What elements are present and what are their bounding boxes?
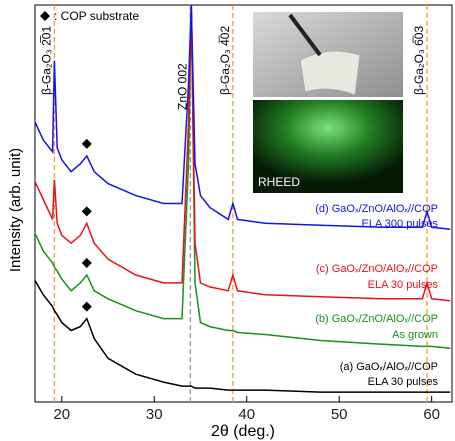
- x-tick-label: 50: [331, 406, 348, 423]
- series-sublabel: ELA 30 pulses: [368, 279, 439, 291]
- x-tick-label: 20: [53, 406, 70, 423]
- legend-diamond: [40, 11, 50, 21]
- series-label: (d) GaOₓ/ZnO/AlOₓ//COP: [315, 203, 438, 215]
- series-label: (a) GaOₓ/AlOₓ//COP: [340, 361, 438, 373]
- series-sublabel: ELA 300 pulses: [362, 218, 439, 230]
- inset: RHEED: [253, 12, 403, 193]
- series-sublabel: As grown: [392, 329, 438, 341]
- reference-label: β-Ga₂O₃ 6̅03: [412, 26, 426, 95]
- y-axis-label: Intensity (arb. unit): [7, 148, 24, 272]
- substrate-diamond: [82, 302, 92, 312]
- x-tick-label: 60: [423, 406, 440, 423]
- series-label: (c) GaOₓ/ZnO/AlOₓ//COP: [316, 263, 438, 275]
- substrate-diamond: [82, 258, 92, 268]
- x-tick-label: 30: [146, 406, 163, 423]
- series-sublabel: ELA 30 pulses: [368, 376, 439, 388]
- legend-label: : COP substrate: [54, 9, 139, 23]
- x-axis-label: 2θ (deg.): [211, 423, 275, 440]
- reference-label: β-Ga₂O₃ 4̅02: [218, 26, 232, 95]
- substrate-diamond: [82, 206, 92, 216]
- film-sample: [300, 51, 360, 95]
- inset-label: RHEED: [258, 175, 300, 189]
- chart: RHEED 2θ (deg.) Intensity (arb. unit) : …: [0, 0, 455, 441]
- series-label: (b) GaOₓ/ZnO/AlOₓ//COP: [315, 313, 438, 325]
- x-tick-label: 40: [238, 406, 255, 423]
- reference-label: β-Ga₂O₃ 2̅01: [39, 26, 53, 95]
- substrate-diamond: [82, 139, 92, 149]
